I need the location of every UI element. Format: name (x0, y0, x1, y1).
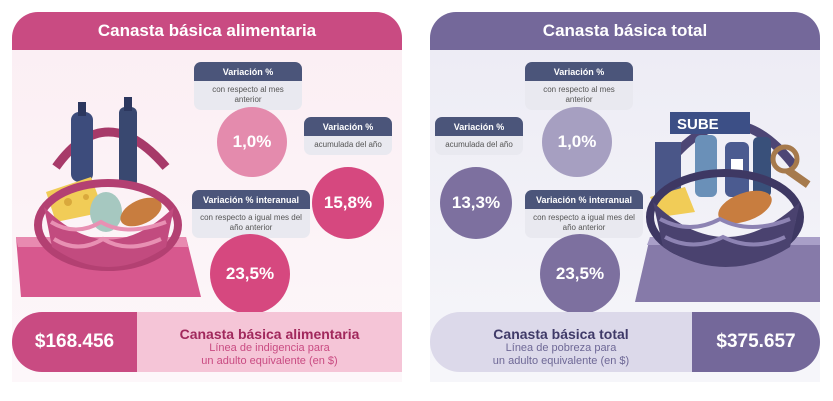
variation-yearly-value: 13,3% (440, 167, 512, 239)
variation-monthly-title: Variación % (194, 62, 302, 81)
variation-interannual-title: Variación % interanual (525, 190, 643, 209)
variation-monthly-value: 1,0% (217, 107, 287, 177)
variation-interannual-title: Variación % interanual (192, 190, 310, 209)
footer-sub-line1: Línea de indigencia para (209, 342, 330, 354)
variation-interannual-subtitle: con respecto a igual mes del año anterio… (525, 209, 643, 238)
canasta-total-panel: Canasta básica total SUBE Variación % co… (430, 12, 820, 382)
footer-text-box (430, 312, 692, 372)
variation-yearly-label: Variación % acumulada del año (435, 117, 523, 155)
footer-sub-line1: Línea de pobreza para (505, 342, 617, 354)
variation-yearly-title: Variación % (304, 117, 392, 136)
variation-interannual-value: 23,5% (540, 234, 620, 314)
variation-interannual-label: Variación % interanual con respecto a ig… (192, 190, 310, 238)
sube-card-text: SUBE (677, 116, 719, 133)
variation-monthly-label: Variación % con respecto al mes anterior (525, 62, 633, 110)
canasta-alimentaria-panel: Canasta básica alimentaria Variación % c… (12, 12, 402, 382)
variation-monthly-subtitle: con respecto al mes anterior (525, 81, 633, 110)
food-basket-illustration (16, 97, 201, 297)
footer-amount: $168.456 (12, 312, 137, 372)
total-basket-illustration: SUBE (635, 112, 820, 302)
variation-monthly-title: Variación % (525, 62, 633, 81)
footer-text: Canasta básica total Línea de pobreza pa… (430, 326, 692, 368)
footer-amount: $375.657 (692, 312, 820, 372)
footer-text: Canasta básica alimentaria Línea de indi… (137, 326, 402, 368)
variation-yearly-label: Variación % acumulada del año (304, 117, 392, 155)
variation-yearly-title: Variación % (435, 117, 523, 136)
variation-yearly-subtitle: acumulada del año (435, 136, 523, 155)
panel-header-total: Canasta básica total (430, 12, 820, 50)
footer-sub-line2: un adulto equivalente (en $) (492, 355, 630, 367)
footer-text-box (137, 312, 402, 372)
panel-header-alimentaria: Canasta básica alimentaria (12, 12, 402, 50)
variation-monthly-label: Variación % con respecto al mes anterior (194, 62, 302, 110)
footer-sub-line2: un adulto equivalente (en $) (201, 355, 338, 367)
variation-monthly-subtitle: con respecto al mes anterior (194, 81, 302, 110)
variation-yearly-subtitle: acumulada del año (304, 136, 392, 155)
variation-interannual-label: Variación % interanual con respecto a ig… (525, 190, 643, 238)
variation-interannual-value: 23,5% (210, 234, 290, 314)
variation-interannual-subtitle: con respecto a igual mes del año anterio… (192, 209, 310, 238)
footer-title: Canasta básica total (493, 326, 629, 342)
variation-yearly-value: 15,8% (312, 167, 384, 239)
footer-title: Canasta básica alimentaria (179, 326, 360, 342)
variation-monthly-value: 1,0% (542, 107, 612, 177)
